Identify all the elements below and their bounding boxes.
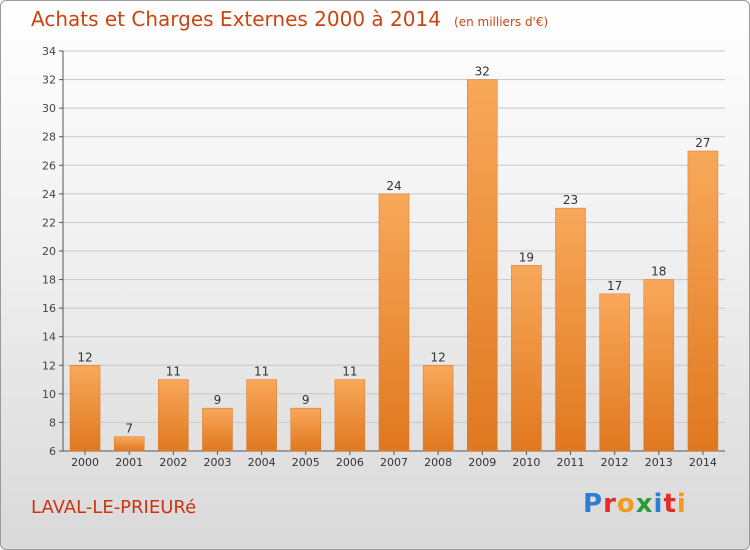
y-tick-label: 6 — [49, 445, 56, 458]
y-tick-label: 32 — [42, 74, 56, 87]
proxiti-logo[interactable]: Proxiti — [583, 489, 687, 519]
y-tick-label: 14 — [42, 331, 56, 344]
bar-value-label: 9 — [214, 393, 222, 407]
bar — [113, 436, 145, 452]
y-tick-label: 10 — [42, 388, 56, 401]
y-tick-label: 12 — [42, 359, 56, 372]
labels: 6 8 10 12 14 16 18 20 22 24 26 28 30 32 34 12 2000 7 2001 1… — [42, 45, 717, 469]
bar — [290, 407, 321, 452]
x-tick-label: 2001 — [115, 456, 143, 469]
x-tick-label: 2011 — [557, 456, 585, 469]
bar — [246, 379, 277, 452]
x-tick-label: 2012 — [601, 456, 629, 469]
bar — [555, 207, 586, 452]
bar-value-label: 19 — [519, 250, 534, 264]
bar-value-label: 12 — [77, 350, 92, 364]
town-name: LAVAL-LE-PRIEURé — [31, 497, 197, 518]
bar-chart: 6 8 10 12 14 16 18 20 22 24 26 28 30 32 34 12 2000 7 2001 1… — [42, 45, 725, 469]
bar — [69, 365, 101, 452]
bar — [334, 379, 366, 452]
bar-value-label: 12 — [430, 350, 445, 364]
logo-letter: i — [676, 489, 687, 519]
bar — [158, 379, 189, 452]
y-tick-label: 22 — [42, 216, 56, 229]
x-tick-label: 2003 — [203, 456, 231, 469]
bar-value-label: 32 — [475, 65, 490, 79]
bar-value-label: 11 — [342, 365, 357, 379]
bar — [202, 407, 233, 452]
x-tick-label: 2009 — [468, 456, 496, 469]
bar — [467, 79, 498, 452]
y-tick-label: 30 — [42, 102, 56, 115]
logo-letter: r — [603, 489, 617, 519]
logo-letter: o — [616, 489, 636, 519]
bar-value-label: 18 — [651, 265, 666, 279]
y-tick-label: 20 — [42, 245, 56, 258]
x-tick-label: 2014 — [689, 456, 717, 469]
y-tick-label: 16 — [42, 302, 56, 315]
chart-title: Achats et Charges Externes 2000 à 2014 — [31, 7, 441, 31]
bar — [599, 293, 630, 452]
bar-value-label: 24 — [386, 179, 401, 193]
bar — [643, 279, 675, 452]
bars — [69, 79, 719, 452]
y-tick-label: 24 — [42, 188, 56, 201]
x-tick-label: 2002 — [159, 456, 187, 469]
x-tick-label: 2006 — [336, 456, 364, 469]
bar-value-label: 23 — [563, 193, 578, 207]
x-tick-label: 2013 — [645, 456, 673, 469]
logo-letter: x — [635, 489, 654, 519]
x-tick-label: 2004 — [248, 456, 276, 469]
bar-value-label: 9 — [302, 393, 310, 407]
bar — [687, 150, 719, 452]
x-tick-label: 2000 — [71, 456, 99, 469]
bar — [511, 265, 542, 452]
y-tick-label: 28 — [42, 131, 56, 144]
bar-value-label: 11 — [166, 365, 181, 379]
bar-value-label: 11 — [254, 365, 269, 379]
x-tick-label: 2008 — [424, 456, 452, 469]
title-row: Achats et Charges Externes 2000 à 2014 (… — [31, 7, 548, 31]
logo-letter: P — [583, 489, 604, 519]
x-tick-label: 2007 — [380, 456, 408, 469]
bar — [378, 193, 410, 452]
chart-subtitle: (en milliers d'€) — [454, 15, 549, 29]
bar-value-label: 7 — [125, 422, 133, 436]
logo-letter: i — [653, 489, 664, 519]
y-tick-label: 34 — [42, 45, 56, 58]
bar-value-label: 27 — [695, 136, 710, 150]
y-tick-label: 18 — [42, 274, 56, 287]
x-tick-label: 2005 — [292, 456, 320, 469]
bar-value-label: 17 — [607, 279, 622, 293]
y-tick-label: 26 — [42, 159, 56, 172]
bar — [422, 365, 454, 452]
y-tick-label: 8 — [49, 416, 56, 429]
logo-letter: t — [663, 489, 677, 519]
x-tick-label: 2010 — [512, 456, 540, 469]
